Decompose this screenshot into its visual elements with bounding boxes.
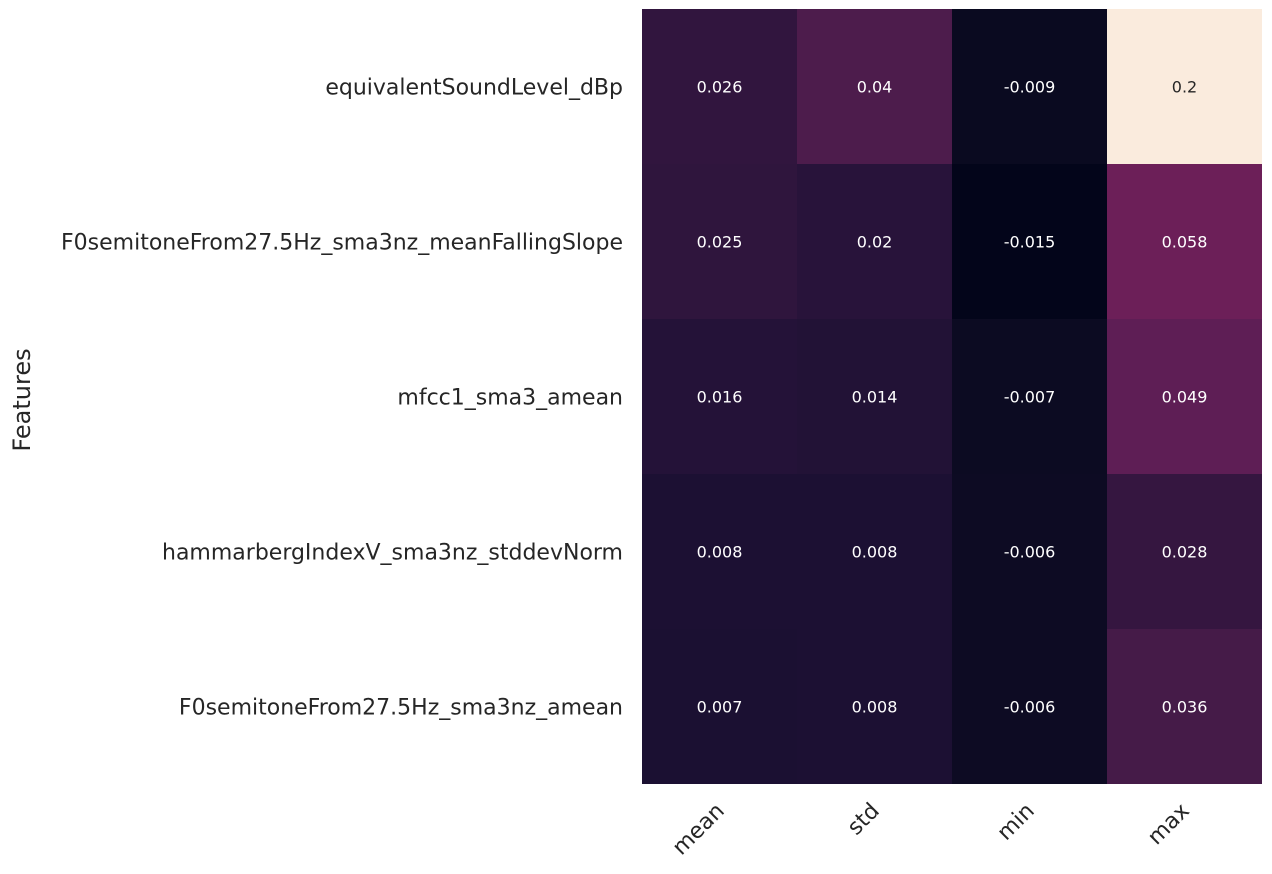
cell-value-label: 0.058 (1162, 233, 1208, 252)
heatmap-cell-labels: 0.026 0.04 -0.009 0.2 0.025 0.02 -0.015 0.058 0.… (697, 78, 1208, 717)
heatmap-cell (952, 9, 1107, 164)
column-tick-label: mean (668, 799, 730, 861)
heatmap-cell (1107, 164, 1262, 319)
cell-value-label: 0.016 (697, 388, 743, 407)
heatmap-cell (952, 474, 1107, 629)
cell-value-label: 0.028 (1162, 543, 1208, 562)
row-tick-label: hammarbergIndexV_sma3nz_stddevNorm (162, 541, 623, 566)
row-tick-label: mfcc1_sma3_amean (397, 386, 623, 411)
heatmap-cell (797, 9, 952, 164)
row-tick-label: F0semitoneFrom27.5Hz_sma3nz_meanFallingS… (61, 231, 623, 256)
cell-value-label: -0.009 (1004, 78, 1056, 97)
row-tick-label: equivalentSoundLevel_dBp (325, 76, 623, 101)
cell-value-label: 0.02 (857, 233, 893, 252)
cell-value-label: -0.015 (1004, 233, 1056, 252)
heatmap-cell (797, 164, 952, 319)
cell-value-label: -0.006 (1004, 543, 1056, 562)
heatmap-cell (642, 9, 797, 164)
heatmap-cell (1107, 319, 1262, 474)
row-labels: equivalentSoundLevel_dBp F0semitoneFrom27… (61, 76, 623, 721)
column-tick-label: min (993, 799, 1040, 846)
y-axis-title: Features (8, 348, 36, 451)
cell-value-label: 0.049 (1162, 388, 1208, 407)
heatmap-cell (1107, 629, 1262, 784)
column-tick-label: std (843, 799, 885, 841)
heatmap-cell (952, 164, 1107, 319)
column-tick-label: max (1143, 799, 1195, 851)
cell-value-label: 0.2 (1172, 78, 1197, 97)
cell-value-label: 0.008 (852, 698, 898, 717)
cell-value-label: 0.014 (852, 388, 898, 407)
heatmap-cell (642, 319, 797, 474)
heatmap-cell (642, 474, 797, 629)
row-tick-label: F0semitoneFrom27.5Hz_sma3nz_amean (179, 696, 623, 721)
cell-value-label: 0.036 (1162, 698, 1208, 717)
heatmap-cells (642, 9, 1262, 784)
heatmap-cell (952, 319, 1107, 474)
cell-value-label: 0.026 (697, 78, 743, 97)
cell-value-label: 0.008 (697, 543, 743, 562)
heatmap-cell (642, 629, 797, 784)
cell-value-label: 0.007 (697, 698, 743, 717)
cell-value-label: 0.008 (852, 543, 898, 562)
cell-value-label: -0.006 (1004, 698, 1056, 717)
cell-value-label: -0.007 (1004, 388, 1056, 407)
heatmap-cell (952, 629, 1107, 784)
column-labels: mean std min max (668, 799, 1195, 861)
heatmap-cell (797, 319, 952, 474)
cell-value-label: 0.04 (857, 78, 893, 97)
heatmap-cell (1107, 9, 1262, 164)
cell-value-label: 0.025 (697, 233, 743, 252)
heatmap-cell (797, 629, 952, 784)
heatmap-cell (797, 474, 952, 629)
heatmap-cell (1107, 474, 1262, 629)
heatmap-cell (642, 164, 797, 319)
